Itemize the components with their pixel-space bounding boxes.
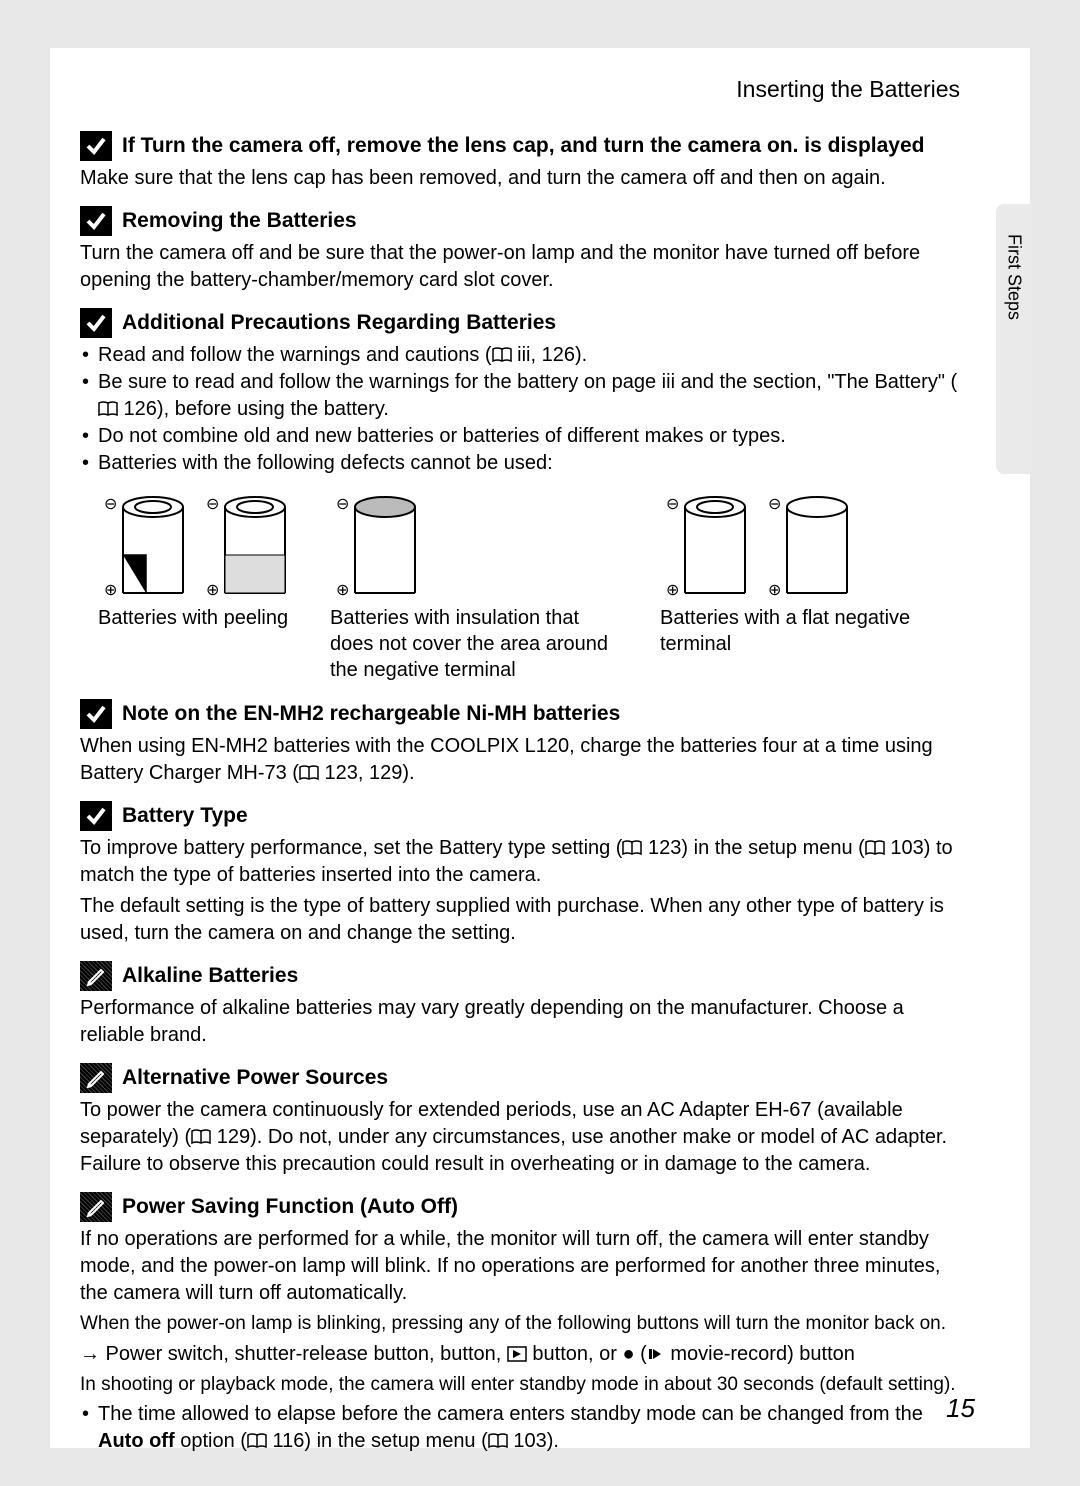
movie-record-icon [647,1346,665,1362]
list-item: Read and follow the warnings and caution… [80,342,970,369]
section-body: The default setting is the type of batte… [80,893,970,947]
battery-peeling: ⊖ ⊕ ⊖ ⊕ Batteries wi [98,495,290,683]
battery-peeling-icon: ⊖ ⊕ [98,495,188,603]
section-body: In shooting or playback mode, the camera… [80,1372,970,1398]
battery-caption: Batteries with peeling [98,605,290,631]
section-body: To improve battery performance, set the … [80,835,970,889]
section-body: → Power switch, shutter-release button, … [80,1341,970,1368]
list-item: Do not combine old and new batteries or … [80,423,970,450]
section-title: Note on the EN-MH2 rechargeable Ni-MH ba… [122,702,620,726]
svg-text:⊕: ⊕ [768,582,781,599]
manual-ref-icon [191,1129,211,1145]
svg-text:⊖: ⊖ [104,496,117,513]
manual-ref-icon [299,765,319,781]
section-title: Removing the Batteries [122,209,357,233]
svg-text:⊕: ⊕ [336,582,349,599]
list-item: Batteries with the following defects can… [80,450,970,477]
section-lenscap: If Turn the camera off, remove the lens … [80,131,970,161]
playback-icon [507,1346,527,1362]
section-batterytype: Battery Type [80,801,970,831]
section-body: When using EN-MH2 batteries with the COO… [80,733,970,787]
manual-ref-icon [865,840,885,856]
section-body: If no operations are performed for a whi… [80,1226,970,1307]
side-tab: First Steps [996,204,1032,474]
battery-diagrams: ⊖ ⊕ ⊖ ⊕ Batteries wi [98,495,970,683]
precautions-list: Read and follow the warnings and caution… [80,342,970,477]
manual-ref-icon [492,347,512,363]
section-title: Alternative Power Sources [122,1066,388,1090]
list-item: The time allowed to elapse before the ca… [80,1401,970,1455]
svg-text:⊕: ⊕ [666,582,679,599]
manual-ref-icon [247,1433,267,1449]
manual-page: Inserting the Batteries First Steps If T… [50,48,1030,1448]
section-title: Additional Precautions Regarding Batteri… [122,311,556,335]
battery-flat: ⊖ ⊕ ⊖ ⊕ Batteries with a flat negative t… [660,495,950,683]
svg-text:⊕: ⊕ [206,582,219,599]
battery-insulation: ⊖ ⊕ Batteries with insulation that does … [330,495,620,683]
battery-insulation-icon: ⊖ ⊕ [330,495,420,603]
section-alkaline: Alkaline Batteries [80,961,970,991]
manual-ref-icon [98,401,118,417]
section-body: Turn the camera off and be sure that the… [80,240,970,294]
manual-ref-icon [622,840,642,856]
caution-check-icon [80,308,112,338]
caution-check-icon [80,131,112,161]
section-body: Performance of alkaline batteries may va… [80,995,970,1049]
note-pencil-icon [80,1192,112,1222]
battery-flat-icon: ⊖ ⊕ [660,495,750,603]
manual-ref-icon [488,1433,508,1449]
svg-text:⊖: ⊖ [206,496,219,513]
caution-check-icon [80,801,112,831]
section-body: Make sure that the lens cap has been rem… [80,165,970,192]
section-altpower: Alternative Power Sources [80,1063,970,1093]
apply-icon: ● [623,1343,635,1365]
section-precautions: Additional Precautions Regarding Batteri… [80,308,970,338]
section-body: To power the camera continuously for ext… [80,1097,970,1178]
side-tab-label: First Steps [1004,234,1025,320]
section-removing: Removing the Batteries [80,206,970,236]
caution-check-icon [80,206,112,236]
page-header: Inserting the Batteries [80,76,970,103]
autooff-list: The time allowed to elapse before the ca… [80,1401,970,1455]
battery-peeling-icon: ⊖ ⊕ [200,495,290,603]
section-title: Alkaline Batteries [122,964,298,988]
svg-text:⊕: ⊕ [104,582,117,599]
list-item: Be sure to read and follow the warnings … [80,369,970,423]
section-enmh2: Note on the EN-MH2 rechargeable Ni-MH ba… [80,699,970,729]
section-title: Battery Type [122,804,248,828]
caution-check-icon [80,699,112,729]
battery-caption: Batteries with insulation that does not … [330,605,620,683]
section-title: If Turn the camera off, remove the lens … [122,134,925,158]
page-number: 15 [946,1393,975,1424]
autooff-label: Auto off [98,1430,175,1452]
note-pencil-icon [80,961,112,991]
svg-text:⊖: ⊖ [768,496,781,513]
section-autooff: Power Saving Function (Auto Off) [80,1192,970,1222]
battery-caption: Batteries with a flat negative terminal [660,605,950,657]
battery-flat-icon: ⊖ ⊕ [762,495,852,603]
note-pencil-icon [80,1063,112,1093]
svg-text:⊖: ⊖ [666,496,679,513]
svg-text:⊖: ⊖ [336,496,349,513]
section-title: Power Saving Function (Auto Off) [122,1195,458,1219]
section-body: When the power-on lamp is blinking, pres… [80,1311,970,1337]
